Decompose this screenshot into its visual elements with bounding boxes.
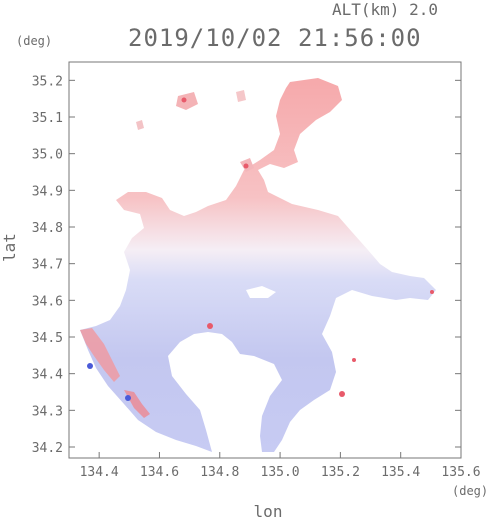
y-tick-label: 35.1 [32, 111, 63, 126]
echo-point [243, 163, 249, 169]
x-tick-label: 135.6 [441, 465, 480, 480]
echo-cell [80, 328, 120, 382]
y-tick-label: 34.3 [32, 404, 63, 419]
y-unit-label: (deg) [16, 34, 53, 48]
timestamp: 2019/10/02 21:56:00 [128, 24, 422, 52]
echo-point [207, 323, 213, 329]
x-tick-label: 134.6 [140, 465, 179, 480]
echo-point [352, 358, 356, 362]
x-unit-label: (deg) [452, 484, 489, 498]
y-tick-label: 34.5 [32, 331, 63, 346]
y-tick-label: 34.2 [32, 441, 63, 456]
echo-gap [246, 286, 276, 298]
y-tick-label: 34.4 [32, 368, 63, 383]
y-axis-ticks: 34.2 34.3 34.4 34.5 34.6 34.7 34.8 34.9 35.0 35.1… [32, 74, 461, 456]
echo-point [181, 97, 187, 103]
echo-cell [136, 120, 144, 130]
plot-frame [68, 61, 462, 459]
x-axis-ticks: 134.4 134.6 134.8 135.0 135.2 135.4 135.6 [80, 452, 481, 480]
x-axis-label: lon [253, 502, 283, 521]
echo-area [80, 78, 436, 452]
x-tick-label: 135.0 [261, 465, 300, 480]
y-tick-label: 35.2 [32, 74, 63, 89]
echo-point [339, 391, 345, 397]
y-tick-label: 34.6 [32, 294, 63, 309]
x-tick-label: 134.8 [200, 465, 239, 480]
y-tick-label: 34.7 [32, 258, 63, 273]
y-tick-label: 35.0 [32, 148, 63, 163]
echo-point [87, 363, 93, 369]
y-tick-label: 34.9 [32, 184, 63, 199]
echo-point [125, 395, 131, 401]
x-tick-label: 135.2 [321, 465, 360, 480]
echo-cell [176, 92, 198, 110]
y-tick-label: 34.8 [32, 221, 63, 236]
echo-gap [176, 344, 262, 452]
echo-cell [236, 90, 246, 102]
x-tick-label: 135.4 [381, 465, 420, 480]
echo-point [430, 290, 434, 294]
altitude-label: ALT(km) 2.0 [332, 0, 438, 19]
velocity-field [80, 78, 436, 452]
x-tick-label: 134.4 [80, 465, 119, 480]
